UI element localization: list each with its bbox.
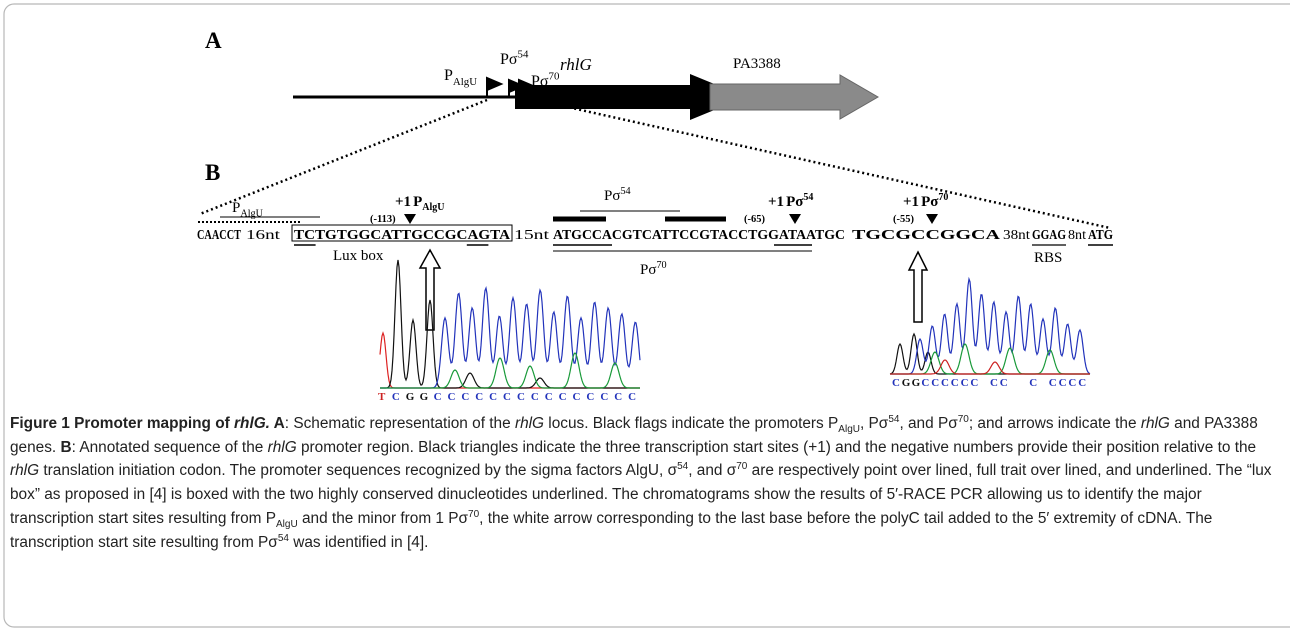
- zoom-line: [545, 102, 1110, 228]
- caption-run: rhlG.: [234, 415, 270, 432]
- caption-run: Figure 1 Promoter mapping of: [10, 415, 234, 432]
- sequence: CAACCT: [197, 227, 241, 242]
- label-sub: AlgU: [453, 76, 477, 88]
- caption-run: , and σ: [688, 462, 736, 479]
- start-site-plus: +1: [768, 194, 784, 210]
- caption-run: translation initiation codon. The promot…: [39, 462, 677, 479]
- caption-run: 70: [958, 414, 969, 425]
- label-base: Pσ: [640, 262, 656, 278]
- sequence: 38nt: [1003, 227, 1030, 242]
- start-site-position: (-65): [744, 214, 765, 225]
- lux-box-label: Lux box: [333, 248, 384, 264]
- sequence: 16nt: [246, 227, 280, 242]
- caption-run: AlgU: [276, 519, 298, 530]
- label-base: P: [413, 194, 422, 210]
- trace: [380, 353, 640, 388]
- label-base: Pσ: [500, 51, 518, 68]
- label-sup: 54: [518, 49, 529, 61]
- label-sup: 54: [620, 186, 630, 197]
- sequence: GGAG: [1032, 227, 1066, 242]
- promoter-label: Pσ54: [500, 49, 529, 68]
- caption-run: ; and arrows indicate the: [969, 415, 1141, 432]
- label-sup: 70: [938, 192, 948, 203]
- label-sub: AlgU: [422, 202, 444, 213]
- caption-run: A: [270, 415, 285, 432]
- caption-run: : Annotated sequence of the: [72, 439, 268, 456]
- gene-label: PA3388: [733, 56, 781, 72]
- caption-run: : Schematic representation of the: [285, 415, 515, 432]
- label-base: Pσ: [604, 188, 620, 204]
- label-base: Pσ: [531, 73, 549, 90]
- caption: Figure 1 Promoter mapping of rhlG. A: Sc…: [10, 412, 1280, 554]
- panel-label: A: [205, 28, 222, 53]
- start-site-position: (-113): [370, 214, 396, 225]
- caption-run: rhlG: [515, 415, 544, 432]
- caption-run: 70: [468, 509, 479, 520]
- caption-run: rhlG: [268, 439, 297, 456]
- sequence: TGCGCCGGCA: [852, 227, 1000, 242]
- label-base: Pσ: [786, 194, 804, 210]
- label-sub: AlgU: [240, 209, 263, 220]
- label-sup: 54: [803, 192, 813, 203]
- caption-run: 54: [278, 532, 289, 543]
- caption-run: rhlG: [1141, 415, 1170, 432]
- caption-run: and the minor from 1 Pσ: [298, 510, 468, 527]
- rt-arrows: [420, 250, 927, 330]
- caption-run: 70: [736, 461, 747, 472]
- start-site-position: (-55): [893, 214, 914, 225]
- sequence: 15nt: [514, 227, 549, 242]
- caption-run: 54: [888, 414, 899, 425]
- caption-run: was identified in [4].: [289, 534, 428, 551]
- rbs-label: RBS: [1034, 250, 1062, 266]
- start-site-plus: +1: [903, 194, 919, 210]
- caption-run: 54: [677, 461, 688, 472]
- sequence: 8nt: [1068, 227, 1086, 242]
- promoter-label: PAlgU: [444, 67, 477, 88]
- sequence: ATGCCACGTCATTCCGTACCTGGATAATGC: [553, 227, 845, 242]
- gene-arrow: [710, 75, 878, 119]
- label-base: P: [232, 200, 240, 216]
- start-site-plus: +1: [395, 194, 411, 210]
- caption-run: B: [61, 439, 72, 456]
- panel-label: B: [205, 160, 220, 185]
- caption-run: locus. Black flags indicate the promoter…: [544, 415, 838, 432]
- label-base: Pσ: [921, 194, 939, 210]
- sequence: ATG: [1088, 227, 1113, 242]
- sequence: TCTGTGGCATTGCCGCAGTA: [294, 227, 510, 242]
- sigma-label: Pσ54: [604, 186, 631, 204]
- gene-label: rhlG: [560, 55, 592, 74]
- caption-run: promoter region. Black triangles indicat…: [297, 439, 1256, 456]
- figure: A rhlG PA3388 B: [0, 0, 1290, 632]
- sigma-label: Pσ70: [640, 260, 667, 278]
- caption-run: AlgU: [838, 424, 860, 435]
- caption-run: , Pσ: [860, 415, 888, 432]
- caption-run: rhlG: [10, 462, 39, 479]
- label-sup: 70: [549, 71, 560, 83]
- zoom-line: [200, 100, 487, 214]
- trace: [380, 288, 640, 388]
- caption-run: , and Pσ: [899, 415, 957, 432]
- label-base: P: [444, 67, 453, 84]
- label-sup: 70: [656, 260, 666, 271]
